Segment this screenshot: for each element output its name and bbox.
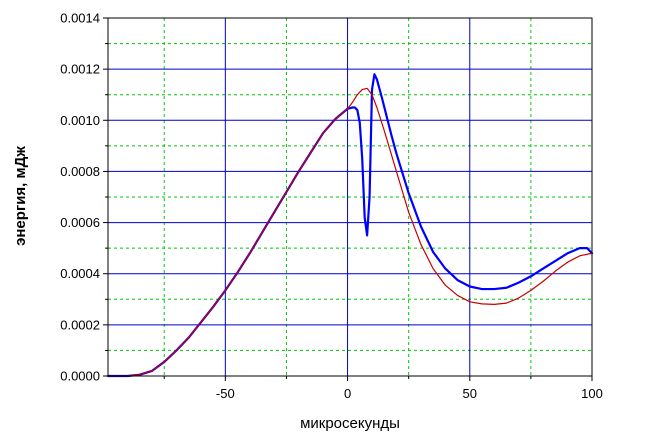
- y-tick-label: 0.0004: [60, 266, 100, 281]
- axis-ticks: [103, 17, 593, 381]
- x-tick-label: 0: [344, 386, 351, 401]
- series-layer: [106, 73, 594, 378]
- y-tick-label: 0.0010: [60, 113, 100, 128]
- series-line-2: [107, 87, 593, 377]
- y-axis-title: энергия, мДж: [12, 146, 29, 246]
- series-line-1: [106, 73, 594, 378]
- x-tick-labels: -50 0 50 100: [216, 386, 603, 401]
- x-tick-label: 100: [581, 386, 603, 401]
- y-tick-label: 0.0014: [60, 11, 100, 26]
- y-tick-label: 0.0012: [60, 62, 100, 77]
- y-tick-label: 0.0008: [60, 164, 100, 179]
- y-tick-label: 0.0000: [60, 369, 100, 384]
- x-tick-label: 50: [463, 386, 477, 401]
- minor-grid: [108, 18, 592, 376]
- y-tick-label: 0.0006: [60, 215, 100, 230]
- x-tick-label: -50: [216, 386, 235, 401]
- y-tick-labels: 0.0000 0.0002 0.0004 0.0006 0.0008 0.0010 0.00…: [60, 11, 100, 384]
- y-tick-label: 0.0002: [60, 317, 100, 332]
- x-axis-title: микросекунды: [300, 415, 400, 432]
